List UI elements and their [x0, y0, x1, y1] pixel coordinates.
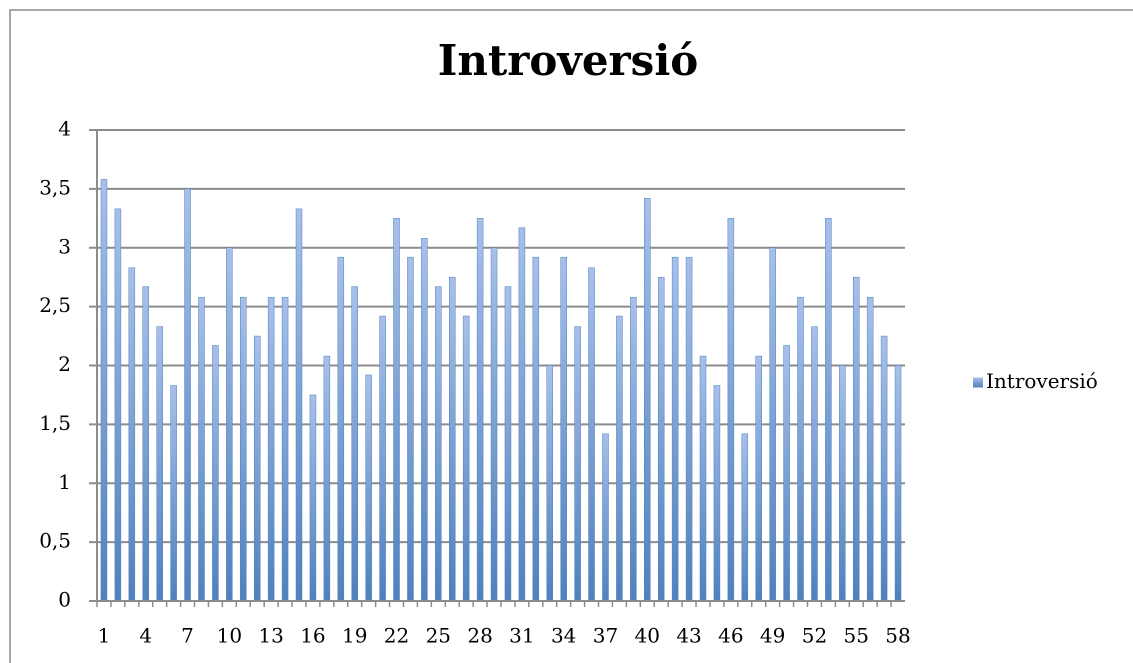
y-tick-label: 1 — [58, 470, 71, 494]
bar — [435, 286, 442, 602]
x-tick-label: 16 — [300, 624, 325, 648]
bar — [170, 385, 177, 602]
x-tick-label: 34 — [551, 624, 576, 648]
bar — [546, 365, 554, 602]
x-tick-label: 13 — [258, 624, 283, 648]
bar — [198, 296, 205, 602]
x-tick-label: 49 — [760, 624, 785, 648]
bar — [727, 218, 735, 602]
bar — [421, 238, 428, 602]
bar — [657, 276, 665, 602]
bar — [797, 296, 804, 602]
x-tick-label: 7 — [181, 624, 194, 648]
bar — [713, 385, 721, 602]
x-tick-label: 55 — [844, 624, 869, 648]
bar — [839, 365, 846, 602]
bar — [644, 198, 651, 602]
bar — [184, 188, 191, 602]
bar — [253, 335, 261, 602]
x-tick-label: 43 — [676, 624, 701, 648]
bar — [267, 296, 275, 602]
legend-swatch — [973, 377, 983, 388]
y-tick-label: 2,5 — [39, 293, 71, 317]
bar — [769, 247, 776, 602]
legend-label: Introversió — [986, 369, 1098, 393]
x-tick-label: 10 — [217, 624, 242, 648]
bar — [462, 315, 470, 602]
y-tick-label: 3,5 — [39, 175, 71, 199]
bar — [337, 256, 345, 602]
x-tick-label: 1 — [98, 624, 111, 648]
bar — [741, 433, 749, 602]
bar — [100, 179, 108, 602]
bar — [755, 355, 762, 602]
bar — [295, 208, 303, 602]
y-tick-label: 3 — [58, 234, 71, 258]
bar — [281, 296, 289, 602]
bar — [114, 208, 122, 602]
bar — [783, 345, 790, 602]
bar — [476, 218, 484, 602]
bar — [866, 296, 874, 602]
bar — [880, 335, 888, 602]
x-tick-label: 31 — [509, 624, 534, 648]
bar — [365, 374, 372, 602]
y-tick-label: 0,5 — [39, 529, 71, 553]
bar — [671, 256, 679, 602]
x-tick-label: 28 — [467, 624, 492, 648]
bar — [532, 256, 540, 602]
x-tick-label: 25 — [426, 624, 451, 648]
bar — [128, 267, 136, 602]
x-tick-label: 22 — [384, 624, 409, 648]
y-tick-label: 4 — [58, 117, 71, 141]
y-tick-label: 1,5 — [39, 411, 71, 435]
bar — [630, 296, 637, 602]
bar — [212, 345, 219, 602]
bar — [490, 247, 498, 602]
bar — [518, 227, 526, 602]
bar — [574, 326, 581, 602]
x-tick-label: 58 — [885, 624, 910, 648]
bar — [351, 286, 358, 602]
bar — [852, 276, 860, 602]
bar — [811, 326, 818, 602]
bar — [825, 218, 832, 602]
bar — [226, 247, 233, 602]
x-tick-label: 46 — [718, 624, 743, 648]
chart-title: Introversió — [438, 36, 699, 85]
bar — [560, 256, 567, 602]
x-tick-label: 19 — [342, 624, 367, 648]
y-tick-label: 2 — [58, 352, 71, 376]
y-tick-label: 0 — [58, 588, 71, 612]
x-tick-label: 52 — [802, 624, 827, 648]
bar — [309, 394, 317, 602]
bar — [393, 218, 400, 602]
bar — [323, 355, 331, 602]
bar — [142, 286, 150, 602]
bar — [504, 286, 512, 602]
bar — [602, 433, 609, 602]
bar — [240, 296, 247, 602]
x-tick-label: 40 — [635, 624, 660, 648]
bar — [699, 355, 707, 602]
bar — [407, 256, 414, 602]
bar — [894, 365, 902, 602]
bar — [156, 326, 163, 602]
x-tick-label: 37 — [593, 624, 618, 648]
bar — [588, 267, 595, 602]
frame — [9, 9, 1133, 663]
x-tick-label: 4 — [139, 624, 152, 648]
bar — [616, 315, 623, 602]
bar — [685, 256, 693, 602]
bar — [448, 276, 456, 602]
bar — [379, 315, 386, 602]
